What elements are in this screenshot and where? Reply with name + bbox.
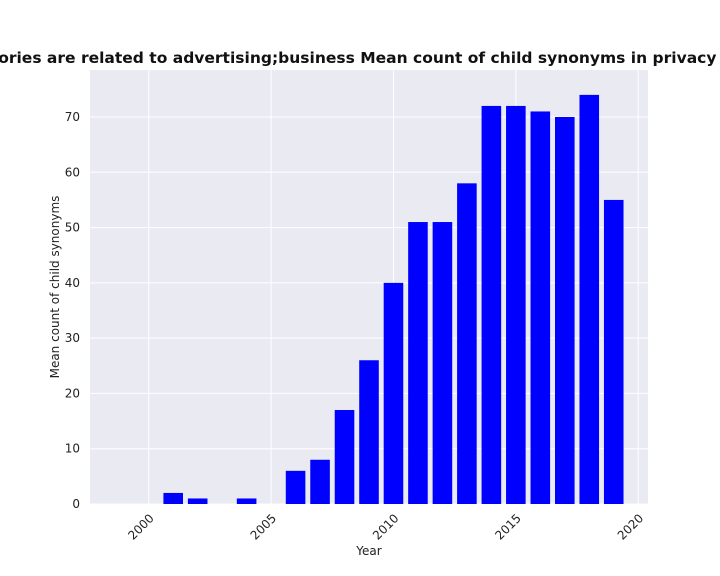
y-axis-label: Mean count of child synonyms bbox=[48, 196, 62, 379]
bar-2002 bbox=[187, 498, 208, 504]
x-axis-label: Year bbox=[355, 544, 381, 558]
y-tick-label: 30 bbox=[65, 331, 80, 345]
bar-2015 bbox=[506, 105, 526, 504]
bar-2012 bbox=[432, 222, 453, 505]
bar-2019 bbox=[603, 199, 624, 504]
bar-2013 bbox=[457, 183, 477, 504]
x-axis-ticks: 2000 2005 2010 2015 2020 bbox=[125, 511, 646, 542]
bar-2008 bbox=[334, 410, 355, 504]
y-tick-label: 20 bbox=[65, 386, 80, 400]
x-tick-label: 2000 bbox=[125, 511, 156, 542]
y-tick-label: 0 bbox=[72, 497, 80, 511]
y-tick-label: 10 bbox=[65, 442, 80, 456]
bar-2009 bbox=[359, 360, 379, 504]
bar-2006 bbox=[285, 470, 306, 504]
x-tick-label: 2015 bbox=[492, 511, 523, 542]
y-axis-ticks: 0 10 20 30 40 50 60 70 bbox=[65, 110, 80, 511]
x-tick-label: 2010 bbox=[370, 511, 401, 542]
bar-2016 bbox=[530, 111, 551, 504]
bar-2001 bbox=[163, 492, 183, 504]
y-tick-label: 60 bbox=[65, 165, 80, 179]
bars bbox=[163, 94, 624, 505]
bar-2007 bbox=[310, 459, 330, 504]
y-tick-label: 50 bbox=[65, 221, 80, 235]
x-tick-label: 2005 bbox=[248, 511, 279, 542]
y-tick-label: 40 bbox=[65, 276, 80, 290]
x-tick-label: 2020 bbox=[615, 511, 646, 542]
chart-title: categories are related to advertising;bu… bbox=[0, 49, 720, 67]
bar-2018 bbox=[579, 94, 600, 505]
bar-2014 bbox=[481, 105, 502, 504]
bar-2017 bbox=[555, 116, 575, 505]
bar-2004 bbox=[236, 498, 257, 504]
y-tick-label: 70 bbox=[65, 110, 80, 124]
bar-2010 bbox=[383, 282, 404, 504]
bar-2011 bbox=[408, 222, 428, 505]
